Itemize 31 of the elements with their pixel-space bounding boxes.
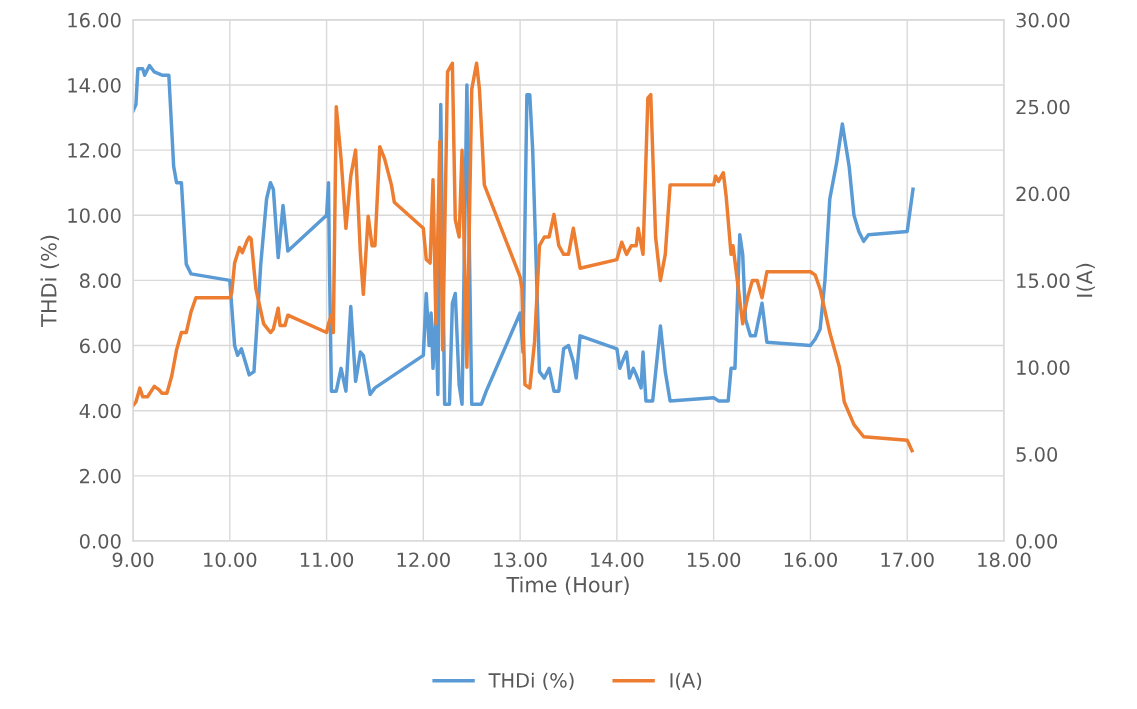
x-tick-label: 18.00 xyxy=(978,552,1031,568)
legend-label: THDi (%) xyxy=(488,672,574,691)
x-tick-label: 14.00 xyxy=(591,552,644,568)
y2-tick-label: 5.00 xyxy=(1016,447,1058,462)
y-tick-label: 14.00 xyxy=(68,77,121,93)
y2-tick-label: 20.00 xyxy=(1016,186,1070,202)
y-axis-title: THDi (%) xyxy=(40,235,60,327)
y2-tick-label: 10.00 xyxy=(1017,360,1070,375)
legend-label: I(A) xyxy=(670,672,702,691)
y2-tick-label: 30.00 xyxy=(1016,12,1070,28)
x-tick-label: 12.00 xyxy=(397,552,450,568)
x-axis-title: Time (Hour) xyxy=(506,576,629,596)
y-tick-label: 16.00 xyxy=(68,12,121,28)
x-tick-label: 13.00 xyxy=(494,552,547,568)
x-tick-label: 11.00 xyxy=(300,552,354,568)
y-tick-label: 6.00 xyxy=(79,338,121,354)
x-tick-label: 15.00 xyxy=(687,552,741,568)
y2-tick-label: 25.00 xyxy=(1016,99,1070,115)
y2-axis-title: I(A) xyxy=(1076,263,1095,297)
y-tick-label: 12.00 xyxy=(68,143,121,158)
y-tick-label: 0.00 xyxy=(79,533,121,549)
y-tick-label: 2.00 xyxy=(80,468,121,484)
y-tick-label: 10.00 xyxy=(68,208,121,223)
y2-tick-label: 0.00 xyxy=(1016,533,1058,549)
y-tick-label: 8.00 xyxy=(79,273,121,289)
y-tick-label: 4.00 xyxy=(79,403,121,419)
x-tick-label: 16.00 xyxy=(784,552,837,568)
x-tick-label: 10.00 xyxy=(204,552,257,568)
x-tick-label: 17.00 xyxy=(881,552,934,568)
y2-tick-label: 15.00 xyxy=(1017,273,1070,289)
x-tick-label: 9.00 xyxy=(112,552,154,568)
